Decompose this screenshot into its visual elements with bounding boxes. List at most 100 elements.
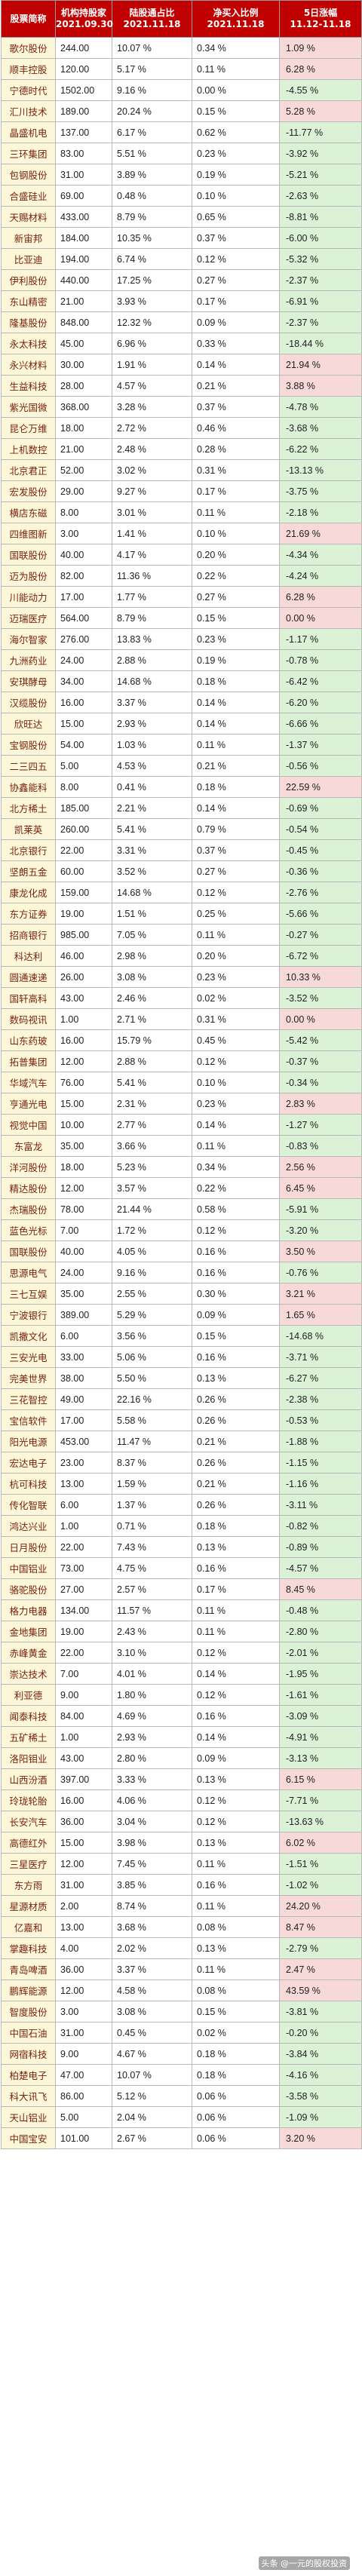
institutions-cell: 35.00 <box>55 1135 112 1157</box>
net-buy-ratio-cell: 0.13 % <box>192 1367 280 1389</box>
net-buy-ratio-cell: 0.21 % <box>192 375 280 397</box>
northbound-ratio-cell: 4.05 % <box>112 1240 192 1262</box>
stock-name-cell: 亨通光电 <box>1 1093 56 1115</box>
institutions-cell: 276.00 <box>55 628 112 650</box>
northbound-ratio-cell: 2.71 % <box>112 1008 192 1030</box>
institutions-cell: 18.00 <box>55 417 112 439</box>
stock-name-cell: 赤峰黄金 <box>1 1642 56 1664</box>
change-5d-cell: -2.37 % <box>279 311 362 333</box>
stock-name-cell: 日月股份 <box>1 1536 56 1558</box>
institutions-cell: 10.00 <box>55 1114 112 1136</box>
net-buy-ratio-cell: 0.12 % <box>192 1219 280 1241</box>
institutions-cell: 2.00 <box>55 1895 112 1917</box>
table-row: 宝信软件 17.00 5.58 % 0.26 % -0.53 % <box>1 1409 362 1431</box>
stock-name-cell: 上机数控 <box>1 438 56 460</box>
institutions-cell: 12.00 <box>55 1050 112 1072</box>
stock-name-cell: 川能动力 <box>1 586 56 608</box>
northbound-ratio-cell: 1.51 % <box>112 903 192 925</box>
table-row: 鸿达兴业 1.00 0.71 % 0.18 % -0.82 % <box>1 1515 362 1537</box>
northbound-ratio-cell: 2.46 % <box>112 987 192 1009</box>
northbound-ratio-cell: 9.16 % <box>112 79 192 101</box>
net-buy-ratio-cell: 0.20 % <box>192 544 280 566</box>
stock-name-cell: 骆驼股份 <box>1 1578 56 1600</box>
table-row: 洋河股份 18.00 5.23 % 0.34 % 2.56 % <box>1 1156 362 1178</box>
change-5d-cell: -3.84 % <box>279 2043 362 2065</box>
northbound-ratio-cell: 10.07 % <box>112 37 192 59</box>
table-row: 数码视讯 1.00 2.71 % 0.31 % 0.00 % <box>1 1008 362 1030</box>
northbound-ratio-cell: 11.57 % <box>112 1599 192 1621</box>
stock-name-cell: 玲珑轮胎 <box>1 1789 56 1811</box>
northbound-ratio-cell: 10.35 % <box>112 227 192 249</box>
stock-name-cell: 晶盛机电 <box>1 121 56 143</box>
change-5d-cell: -4.57 % <box>279 1557 362 1579</box>
institutions-cell: 260.00 <box>55 818 112 840</box>
northbound-ratio-cell: 9.16 % <box>112 1262 192 1283</box>
stock-name-cell: 比亚迪 <box>1 248 56 270</box>
change-5d-cell: -3.68 % <box>279 417 362 439</box>
change-5d-cell: -1.09 % <box>279 2106 362 2128</box>
table-row: 永太科技 45.00 6.96 % 0.33 % -18.44 % <box>1 333 362 354</box>
institutions-cell: 24.00 <box>55 649 112 671</box>
net-buy-ratio-cell: 0.18 % <box>192 2064 280 2086</box>
net-buy-ratio-cell: 0.09 % <box>192 1747 280 1769</box>
institutions-cell: 30.00 <box>55 354 112 376</box>
stock-name-cell: 东山精密 <box>1 290 56 312</box>
stock-name-cell: 中国铝业 <box>1 1557 56 1579</box>
col-header-5day-change: 5日涨幅 11.12-11.18 <box>279 0 362 38</box>
table-row: 闻泰科技 84.00 4.69 % 0.16 % -3.09 % <box>1 1705 362 1727</box>
table-row: 宁德时代 1502.00 9.16 % 0.00 % -4.55 % <box>1 79 362 101</box>
institutions-cell: 83.00 <box>55 143 112 164</box>
northbound-ratio-cell: 4.01 % <box>112 1663 192 1685</box>
table-row: 柏楚电子 47.00 10.07 % 0.18 % -4.16 % <box>1 2064 362 2086</box>
net-buy-ratio-cell: 0.06 % <box>192 2106 280 2128</box>
institutions-cell: 13.00 <box>55 1916 112 1938</box>
table-row: 青岛啤酒 36.00 3.37 % 0.11 % 2.47 % <box>1 1958 362 1980</box>
institutions-cell: 21.00 <box>55 290 112 312</box>
net-buy-ratio-cell: 0.18 % <box>192 2043 280 2065</box>
stock-name-cell: 北京银行 <box>1 839 56 861</box>
institutions-cell: 433.00 <box>55 206 112 228</box>
table-row: 完美世界 38.00 5.50 % 0.13 % -6.27 % <box>1 1367 362 1389</box>
net-buy-ratio-cell: 0.11 % <box>192 1853 280 1875</box>
northbound-ratio-cell: 5.51 % <box>112 143 192 164</box>
net-buy-ratio-cell: 0.14 % <box>192 713 280 734</box>
northbound-ratio-cell: 2.48 % <box>112 438 192 460</box>
northbound-ratio-cell: 3.68 % <box>112 1916 192 1938</box>
stock-name-cell: 山东药玻 <box>1 1029 56 1051</box>
institutions-cell: 4.00 <box>55 1937 112 1959</box>
stock-name-cell: 金地集团 <box>1 1621 56 1642</box>
table-row: 新宙邦 184.00 10.35 % 0.37 % -6.00 % <box>1 227 362 249</box>
table-row: 川能动力 17.00 1.77 % 0.27 % 6.28 % <box>1 586 362 608</box>
change-5d-cell: -1.61 % <box>279 1684 362 1706</box>
holdings-table: 股票简称 机构持股家 2021.09.30 陆股通占比 2021.11.18 净买入… <box>1 0 362 2149</box>
northbound-ratio-cell: 1.91 % <box>112 354 192 376</box>
net-buy-ratio-cell: 0.16 % <box>192 1705 280 1727</box>
net-buy-ratio-cell: 0.11 % <box>192 58 280 80</box>
stock-name-cell: 伊利股份 <box>1 269 56 291</box>
change-5d-cell: 8.47 % <box>279 1916 362 1938</box>
northbound-ratio-cell: 2.43 % <box>112 1621 192 1642</box>
net-buy-ratio-cell: 0.08 % <box>192 1980 280 2001</box>
stock-name-cell: 中国宝安 <box>1 2127 56 2149</box>
institutions-cell: 43.00 <box>55 987 112 1009</box>
header-row: 股票简称 机构持股家 2021.09.30 陆股通占比 2021.11.18 净买入… <box>1 0 362 38</box>
stock-name-cell: 格力电器 <box>1 1599 56 1621</box>
northbound-ratio-cell: 3.31 % <box>112 839 192 861</box>
institutions-cell: 54.00 <box>55 734 112 756</box>
change-5d-cell: -2.79 % <box>279 1937 362 1959</box>
institutions-cell: 43.00 <box>55 1747 112 1769</box>
northbound-ratio-cell: 12.32 % <box>112 311 192 333</box>
net-buy-ratio-cell: 0.28 % <box>192 438 280 460</box>
change-5d-cell: -0.53 % <box>279 1409 362 1431</box>
table-row: 蓝色光标 7.00 1.72 % 0.12 % -3.20 % <box>1 1219 362 1241</box>
net-buy-ratio-cell: 0.58 % <box>192 1198 280 1220</box>
northbound-ratio-cell: 2.55 % <box>112 1283 192 1305</box>
northbound-ratio-cell: 14.68 % <box>112 882 192 903</box>
net-buy-ratio-cell: 0.79 % <box>192 818 280 840</box>
institutions-cell: 244.00 <box>55 37 112 59</box>
net-buy-ratio-cell: 0.00 % <box>192 79 280 101</box>
institutions-cell: 60.00 <box>55 860 112 882</box>
table-row: 智度股份 3.00 3.08 % 0.15 % -3.81 % <box>1 2001 362 2022</box>
northbound-ratio-cell: 1.72 % <box>112 1219 192 1241</box>
table-row: 康龙化成 159.00 14.68 % 0.12 % -2.76 % <box>1 882 362 903</box>
